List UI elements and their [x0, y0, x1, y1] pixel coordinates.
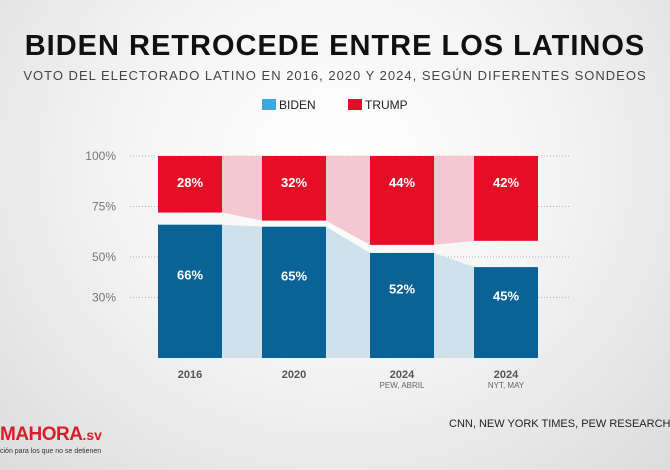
x-tick-label: 2024: [494, 369, 519, 381]
logo: MAHORA.sv ción para los que no se detien…: [0, 424, 102, 455]
x-tick-sublabel: NYT, MAY: [488, 381, 525, 390]
legend-item-trump: TRUMP: [348, 98, 408, 112]
data-label-trump: 42%: [493, 175, 519, 190]
y-tick-label: 50%: [92, 250, 116, 264]
logo-tagline: ción para los que no se detienen: [0, 448, 102, 455]
x-tick-label: 2020: [282, 369, 306, 381]
bar-trump: [474, 156, 538, 241]
data-label-biden: 52%: [389, 281, 415, 296]
legend-item-biden: BIDEN: [262, 98, 316, 112]
source-note: CNN, NEW YORK TIMES, PEW RESEARCH/EL: [449, 418, 670, 430]
legend-label-biden: BIDEN: [279, 98, 316, 112]
data-label-biden: 66%: [177, 267, 203, 282]
x-tick-label: 2016: [178, 369, 202, 381]
biden-connector-band: [326, 226, 370, 358]
logo-suffix: .sv: [82, 427, 102, 443]
legend-swatch-biden: [262, 99, 276, 110]
trump-connector-band: [222, 156, 262, 221]
logo-wordmark: MAHORA: [0, 424, 83, 445]
chart-title: BIDEN RETROCEDE ENTRE LOS LATINOS: [24, 30, 646, 62]
data-label-biden: 45%: [493, 289, 519, 304]
bar-trump: [158, 156, 222, 213]
y-tick-label: 100%: [85, 149, 116, 163]
legend-label-trump: TRUMP: [365, 98, 408, 112]
y-tick-label: 30%: [92, 290, 116, 304]
bar-trump: [262, 156, 326, 221]
y-tick-label: 75%: [92, 200, 116, 214]
bar-biden: [262, 226, 326, 358]
data-label-trump: 32%: [281, 175, 307, 190]
x-tick-label: 2024: [390, 369, 415, 381]
data-label-trump: 28%: [177, 175, 203, 190]
trump-connector-band: [326, 156, 370, 245]
biden-connector-band: [222, 224, 262, 358]
legend-swatch-trump: [348, 99, 362, 110]
bar-biden: [474, 267, 538, 358]
bar-biden: [158, 224, 222, 358]
data-label-biden: 65%: [281, 268, 307, 283]
biden-connector-band: [434, 252, 474, 358]
trump-connector-band: [434, 156, 474, 245]
data-label-trump: 44%: [389, 175, 415, 190]
x-tick-sublabel: PEW, ABRIL: [380, 381, 425, 390]
chart-subtitle: VOTO DEL ELECTORADO LATINO EN 2016, 2020…: [23, 68, 647, 83]
bar-biden: [370, 252, 434, 358]
bar-trump: [370, 156, 434, 245]
legend: BIDEN TRUMP: [0, 98, 670, 112]
